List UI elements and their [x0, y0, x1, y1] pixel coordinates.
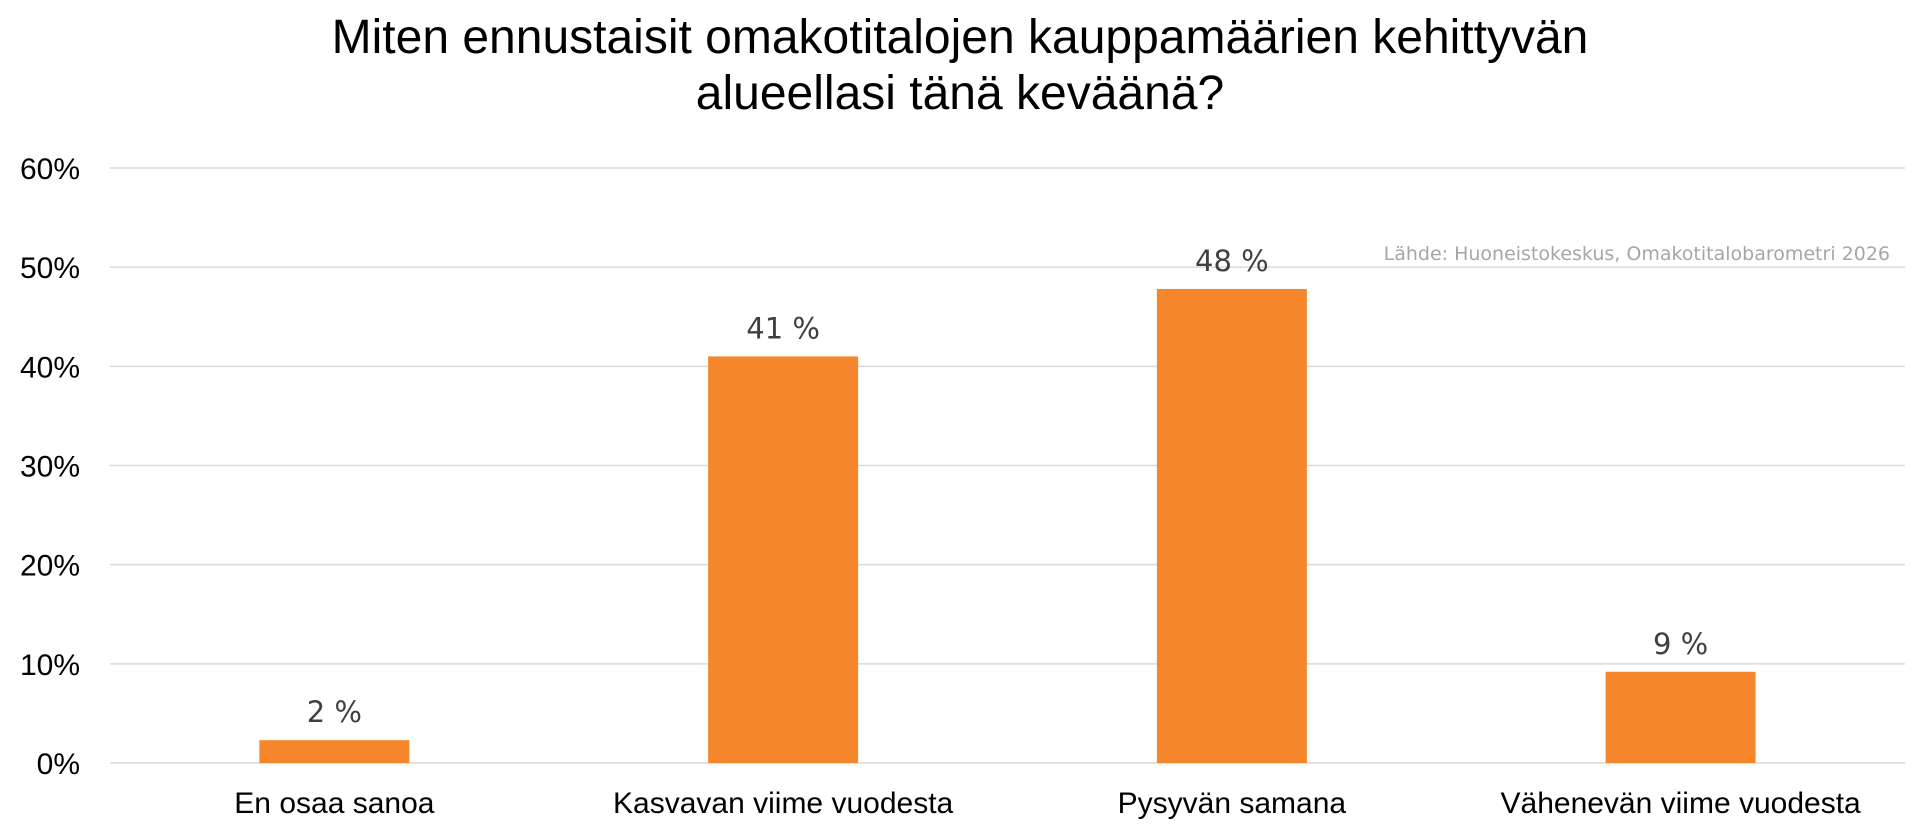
source-note: Lähde: Huoneistokeskus, Omakotitalobarom… [1384, 243, 1890, 265]
data-labels: 2 % 41 % 48 % 9 % [307, 244, 1708, 729]
data-label: 48 % [1195, 244, 1269, 278]
bars [259, 288, 1756, 763]
y-tick-label: 30% [20, 451, 80, 484]
bar [259, 740, 410, 763]
x-axis-categories: En osaa sanoa Kasvavan viime vuodesta Pysy… [234, 787, 1861, 820]
category-label: Vähenevän viime vuodesta [1501, 787, 1862, 820]
chart-title-line-1: Miten ennustaisit omakotitalojen kauppam… [331, 11, 1589, 64]
bar [1156, 288, 1307, 763]
y-tick-label: 10% [20, 649, 80, 682]
y-tick-label: 20% [20, 550, 80, 583]
data-label: 2 % [307, 695, 362, 729]
category-label: Pysyvän samana [1118, 787, 1347, 820]
bar [708, 356, 859, 763]
data-label: 9 % [1653, 627, 1708, 661]
y-axis-ticks: 0% 10% 20% 30% 40% 50% 60% [20, 153, 80, 781]
chart-title: Miten ennustaisit omakotitalojen kauppam… [0, 10, 1920, 122]
y-tick-label: 60% [20, 153, 80, 186]
category-label: En osaa sanoa [234, 787, 434, 820]
y-tick-label: 40% [20, 351, 80, 384]
chart-title-line-2: alueellasi tänä keväänä? [695, 67, 1225, 120]
category-label: Kasvavan viime vuodesta [613, 787, 953, 820]
y-tick-label: 50% [20, 252, 80, 285]
y-tick-label: 0% [37, 748, 80, 781]
data-label: 41 % [746, 311, 820, 345]
bar [1605, 671, 1756, 763]
